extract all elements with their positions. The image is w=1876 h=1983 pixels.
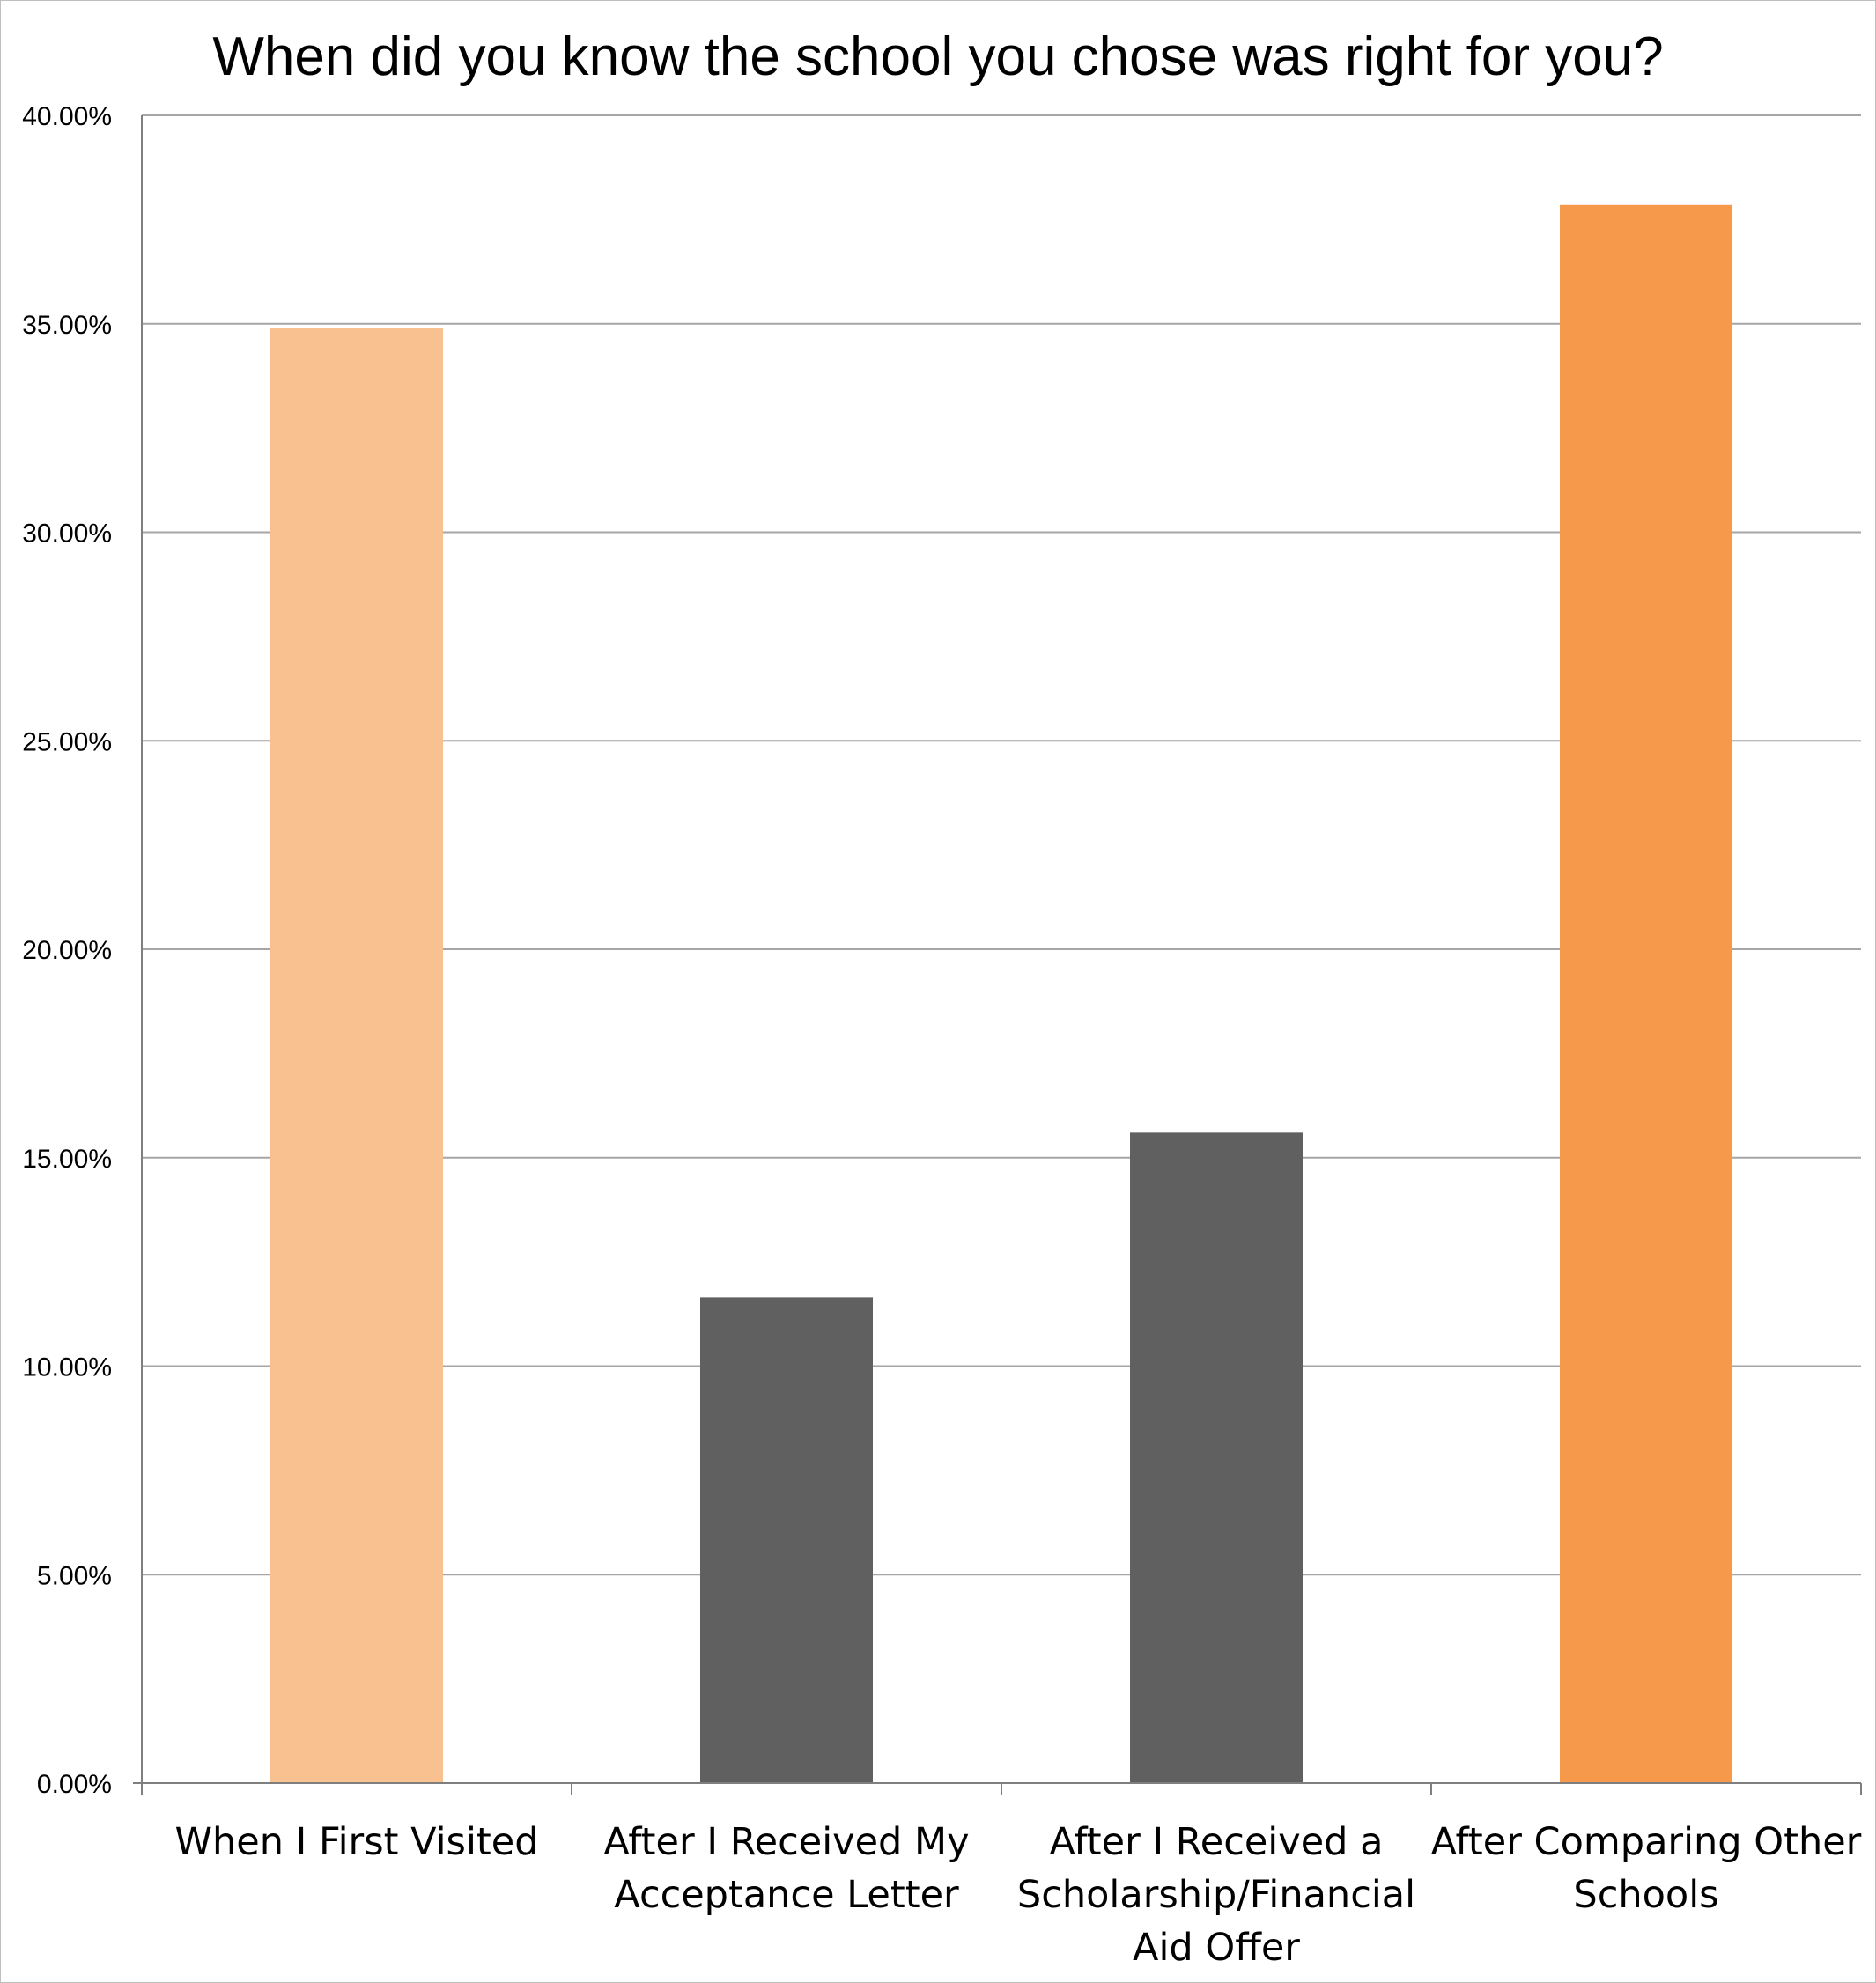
y-axis-tick-labels: 0.00% 5.00% 10.00% 15.00% 20.00% 25.00% 30.00%… [22, 102, 112, 1799]
axes [133, 115, 1862, 1795]
bar [270, 328, 443, 1783]
y-tick-label: 35.00% [22, 311, 112, 340]
bars [270, 204, 1732, 1784]
x-tick-label: After I Received My Acceptance Letter [603, 1820, 969, 1917]
x-tick-label: When I First Visited [174, 1820, 538, 1864]
y-tick-label: 10.00% [22, 1353, 112, 1382]
y-tick-label: 25.00% [22, 727, 112, 756]
chart-title: When did you know the school you chose w… [212, 26, 1663, 87]
y-tick-label: 40.00% [22, 102, 112, 131]
x-axis-tick-labels: When I First Visited After I Received My A… [174, 1820, 1861, 1970]
y-tick-label: 30.00% [22, 520, 112, 549]
x-tick-label: After I Received a Scholarship/Financial A… [1017, 1820, 1415, 1970]
x-tick-label: After Comparing Other Schools [1431, 1820, 1862, 1917]
y-tick-label: 20.00% [22, 936, 112, 965]
bar [1130, 1132, 1303, 1783]
y-tick-label: 0.00% [37, 1770, 112, 1799]
bar [700, 1297, 873, 1783]
bar [1560, 204, 1732, 1784]
y-tick-label: 15.00% [22, 1145, 112, 1174]
y-tick-label: 5.00% [37, 1561, 112, 1590]
